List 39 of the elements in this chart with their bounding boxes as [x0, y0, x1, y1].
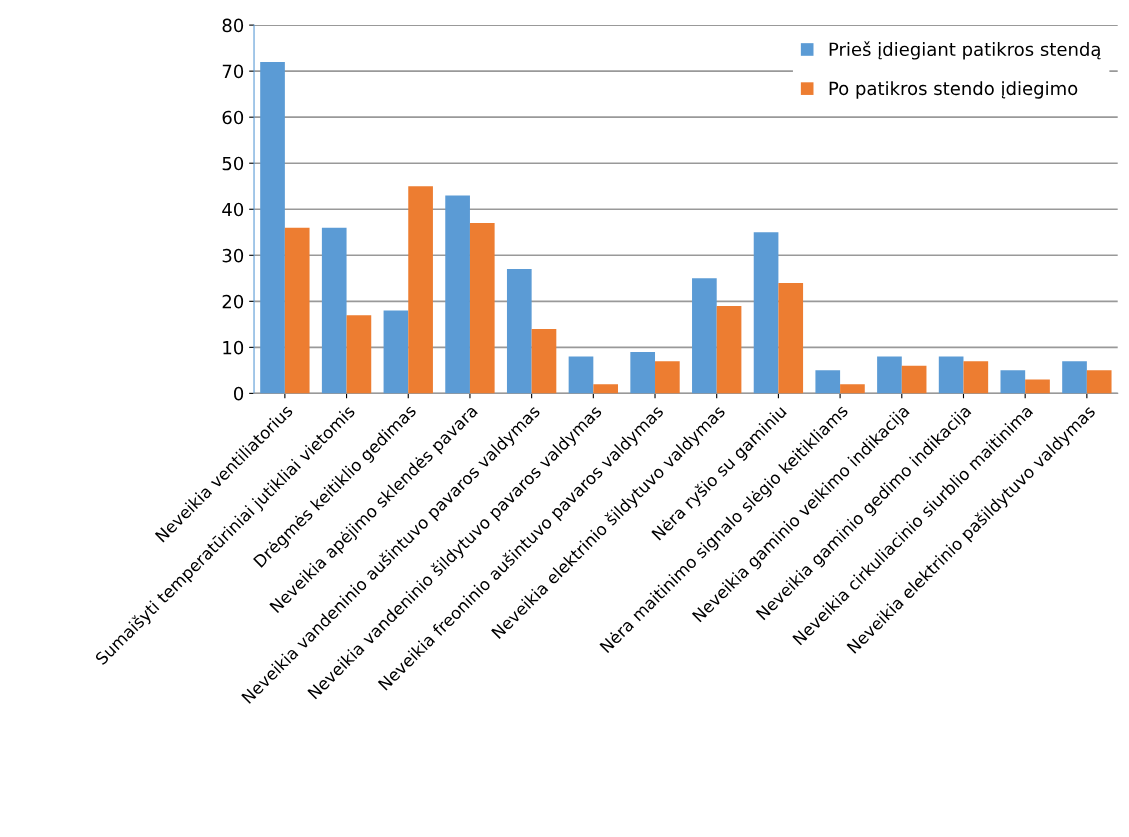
y-tick-label: 60: [222, 110, 244, 125]
bar: [1086, 370, 1112, 394]
bar: [655, 361, 680, 394]
bar: [284, 227, 310, 394]
bar: [840, 384, 865, 394]
bar: [901, 365, 927, 394]
y-tick-label: 20: [222, 294, 244, 309]
y-tick-label: 10: [223, 340, 244, 355]
bar: [778, 282, 804, 394]
bar: [445, 195, 470, 394]
bar: [469, 223, 495, 394]
bar: [593, 384, 619, 394]
bar: [346, 315, 372, 394]
bar: [692, 278, 717, 394]
bar: [568, 356, 594, 394]
legend-label: Prieš įdiegiant patikros stendą: [829, 41, 1101, 60]
bar: [1025, 379, 1050, 394]
y-tick-label: 40: [222, 202, 244, 217]
bar: [1000, 370, 1026, 394]
bar: [321, 227, 347, 394]
bar: [1062, 361, 1087, 394]
bar: [815, 370, 841, 394]
bar: [963, 361, 989, 394]
y-tick-label: 80: [222, 18, 244, 33]
legend-label: Po patikros stendo įdiegimo: [829, 81, 1078, 99]
bar: [877, 356, 902, 394]
bar: [383, 310, 409, 394]
bar: [753, 232, 779, 394]
bar: [630, 351, 656, 394]
bar: [938, 356, 964, 394]
bar: [506, 269, 532, 394]
bar: [260, 61, 285, 394]
y-tick-label: 50: [222, 156, 244, 171]
bar: [408, 186, 433, 394]
bar: [531, 328, 557, 394]
bar: [716, 305, 742, 394]
y-tick-label: 0: [234, 386, 244, 401]
y-tick-label: 70: [222, 64, 244, 79]
y-tick-label: 30: [222, 248, 244, 263]
